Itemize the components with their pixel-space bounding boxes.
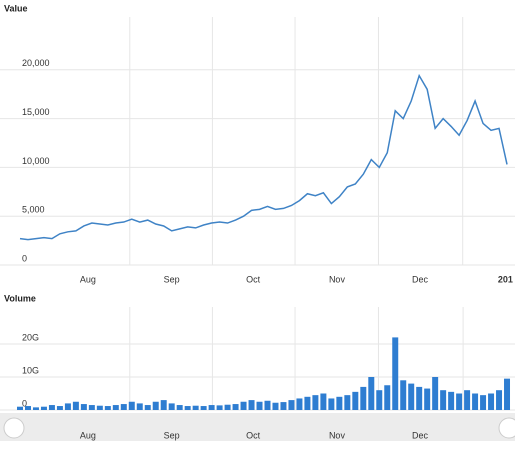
volume-bar — [376, 390, 383, 410]
x-tick-label: 201 — [498, 274, 513, 284]
volume-bar — [360, 386, 367, 410]
value-line — [19, 73, 508, 241]
x-tick-label: Nov — [329, 274, 346, 284]
volume-bar — [296, 398, 303, 410]
volume-bar — [184, 406, 191, 410]
y-tick-label: 10,000 — [22, 156, 50, 166]
volume-bar — [400, 380, 407, 410]
volume-bar — [272, 402, 279, 410]
volume-bar — [472, 393, 479, 410]
x-tick-label: Dec — [412, 274, 429, 284]
y-tick-label: 20G — [22, 332, 39, 342]
volume-bar — [48, 405, 55, 410]
volume-bar — [480, 395, 487, 410]
volume-bar — [168, 403, 175, 410]
volume-bar — [320, 393, 327, 410]
y-tick-label: 20,000 — [22, 58, 50, 68]
volume-bar — [120, 404, 127, 410]
volume-bar — [232, 404, 239, 410]
volume-bar — [264, 400, 271, 410]
y-tick-label: 0 — [22, 253, 27, 263]
volume-bar — [160, 400, 167, 410]
navigator-band — [0, 413, 515, 441]
volume-bar — [104, 406, 111, 410]
y-tick-label: 10G — [22, 365, 39, 375]
x-tick-label: Aug — [80, 274, 96, 284]
volume-bar — [32, 407, 39, 410]
volume-bar — [432, 377, 439, 410]
volume-bar — [448, 391, 455, 410]
volume-bar — [24, 406, 31, 410]
volume-bar — [352, 391, 359, 410]
volume-bar — [424, 388, 431, 410]
volume-bar — [488, 393, 495, 410]
volume-bar — [80, 404, 87, 410]
volume-bar — [496, 390, 503, 410]
volume-bar — [72, 401, 79, 410]
x-tick-label: Dec — [412, 430, 429, 440]
y-tick-label: 15,000 — [22, 107, 50, 117]
volume-bar — [248, 400, 255, 410]
volume-bar — [112, 405, 119, 410]
volume-bar — [136, 403, 143, 410]
volume-bar — [152, 401, 159, 410]
volume-bar — [440, 390, 447, 410]
volume-bar — [216, 405, 223, 410]
x-tick-label: Nov — [329, 430, 346, 440]
volume-bar — [328, 398, 335, 410]
volume-bar — [144, 405, 151, 410]
x-tick-label: Oct — [246, 274, 261, 284]
navigator-handle[interactable] — [498, 417, 515, 439]
volume-bar — [200, 406, 207, 410]
volume-bar — [280, 402, 287, 410]
volume-bar — [312, 395, 319, 410]
volume-bar — [504, 378, 511, 410]
chart-title: Volume — [4, 293, 36, 303]
volume-bar — [256, 401, 263, 410]
volume-bar — [368, 377, 375, 410]
volume-bar — [40, 406, 47, 410]
volume-bar — [176, 405, 183, 410]
volume-bar — [56, 406, 63, 410]
volume-bar — [128, 401, 135, 410]
volume-bar — [288, 400, 295, 410]
x-tick-label: Sep — [164, 430, 180, 440]
volume-bar — [208, 405, 215, 410]
volume-bar — [408, 383, 415, 410]
y-tick-label: 0 — [22, 398, 27, 408]
volume-bar — [64, 403, 71, 410]
navigator-handle[interactable] — [3, 417, 25, 439]
volume-bar — [17, 406, 23, 410]
volume-bar — [304, 396, 311, 410]
volume-bar — [384, 385, 391, 410]
volume-bar — [224, 404, 231, 410]
x-tick-label: Aug — [80, 430, 96, 440]
y-tick-label: 5,000 — [22, 205, 45, 215]
volume-bar — [392, 337, 399, 410]
volume-bar — [344, 395, 351, 410]
x-tick-label: Oct — [246, 430, 261, 440]
x-tick-label: Sep — [164, 274, 180, 284]
volume-bar — [456, 393, 463, 410]
volume-bar — [192, 405, 199, 410]
chart-title: Value — [4, 3, 28, 13]
volume-bar — [88, 405, 95, 410]
volume-bar — [416, 386, 423, 410]
volume-bar — [336, 396, 343, 410]
volume-bar — [96, 405, 103, 410]
volume-bar — [240, 401, 247, 410]
volume-bar — [464, 390, 471, 410]
